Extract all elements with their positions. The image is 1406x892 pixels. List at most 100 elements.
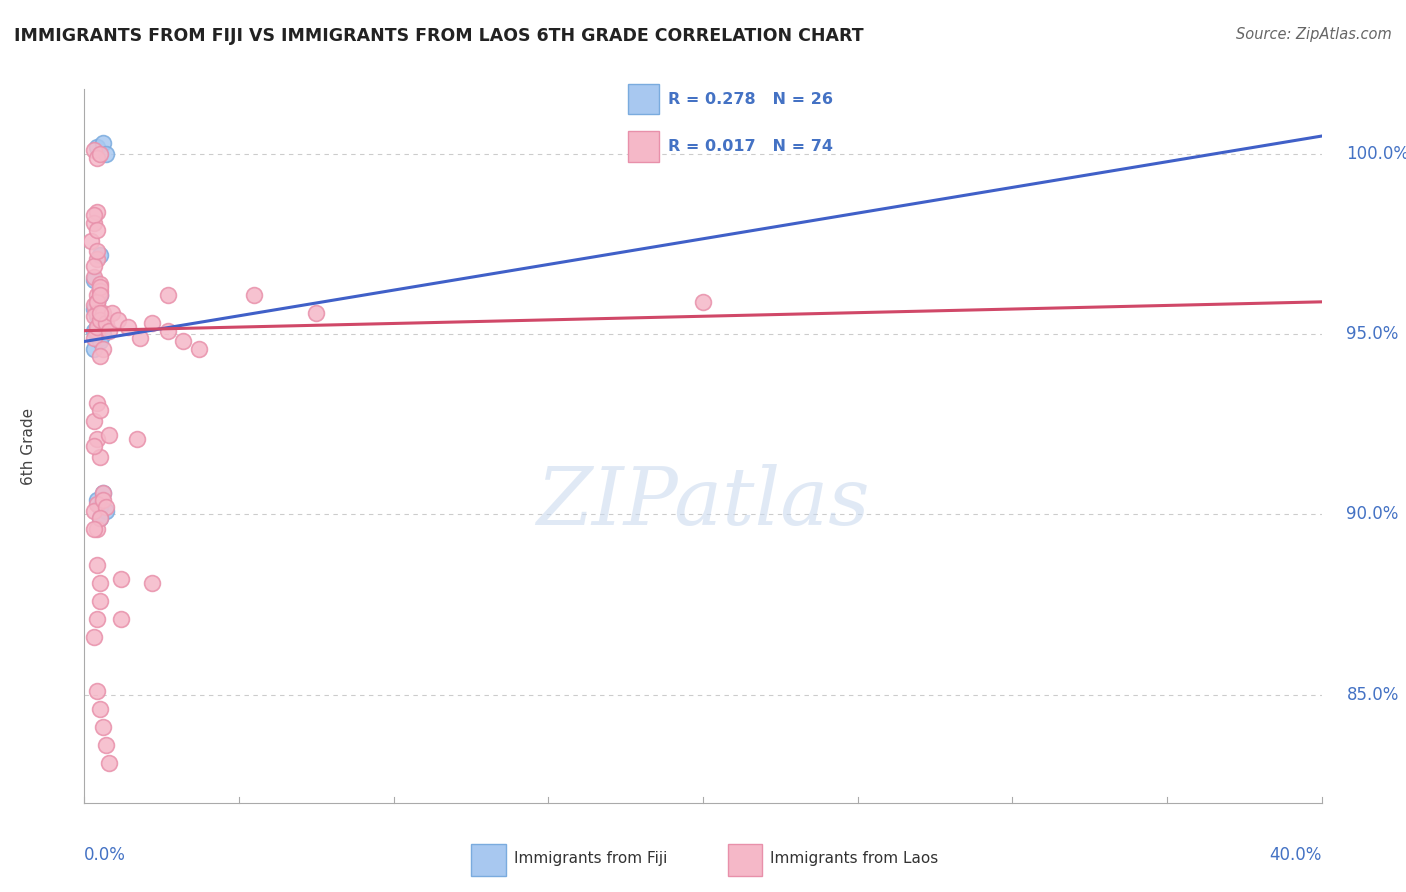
Point bbox=[83, 439, 105, 453]
Point bbox=[86, 306, 108, 320]
Point bbox=[89, 511, 111, 525]
Point bbox=[91, 486, 114, 500]
Point bbox=[86, 223, 108, 237]
Point bbox=[83, 273, 105, 287]
Point bbox=[79, 234, 101, 248]
Point bbox=[89, 277, 111, 291]
Point bbox=[86, 140, 108, 154]
Point bbox=[83, 208, 105, 222]
Point bbox=[98, 756, 121, 771]
FancyBboxPatch shape bbox=[628, 84, 659, 114]
Point bbox=[86, 327, 108, 342]
Point bbox=[243, 287, 266, 301]
Point bbox=[86, 612, 108, 626]
Point bbox=[89, 450, 111, 464]
Point bbox=[141, 317, 163, 331]
Point bbox=[94, 738, 117, 752]
Text: Source: ZipAtlas.com: Source: ZipAtlas.com bbox=[1236, 27, 1392, 42]
Point bbox=[94, 317, 117, 331]
Point bbox=[86, 432, 108, 446]
Point bbox=[86, 497, 108, 511]
Text: 90.0%: 90.0% bbox=[1347, 506, 1399, 524]
Point bbox=[110, 612, 132, 626]
Point bbox=[83, 301, 105, 316]
Point bbox=[89, 511, 111, 525]
Point bbox=[86, 320, 108, 334]
Point bbox=[91, 136, 114, 151]
FancyBboxPatch shape bbox=[728, 844, 762, 876]
Point bbox=[89, 317, 111, 331]
Point bbox=[83, 414, 105, 428]
Text: 6th Grade: 6th Grade bbox=[21, 408, 37, 484]
Point bbox=[89, 284, 111, 298]
Point bbox=[89, 403, 111, 417]
Point bbox=[156, 324, 179, 338]
Point bbox=[86, 244, 108, 259]
Point bbox=[86, 324, 108, 338]
Point bbox=[141, 576, 163, 591]
Point bbox=[86, 324, 108, 338]
Point bbox=[89, 500, 111, 515]
Text: 95.0%: 95.0% bbox=[1347, 326, 1399, 343]
Point bbox=[89, 147, 111, 161]
Point bbox=[89, 702, 111, 716]
Point bbox=[86, 320, 108, 334]
Point bbox=[89, 248, 111, 262]
Text: ZIPatlas: ZIPatlas bbox=[536, 465, 870, 541]
Point bbox=[89, 317, 111, 331]
Point bbox=[86, 204, 108, 219]
Text: IMMIGRANTS FROM FIJI VS IMMIGRANTS FROM LAOS 6TH GRADE CORRELATION CHART: IMMIGRANTS FROM FIJI VS IMMIGRANTS FROM … bbox=[14, 27, 863, 45]
Point bbox=[86, 493, 108, 508]
Point bbox=[83, 331, 105, 345]
Point bbox=[98, 324, 121, 338]
Point bbox=[83, 310, 105, 324]
Text: Immigrants from Laos: Immigrants from Laos bbox=[770, 851, 939, 866]
Point bbox=[94, 147, 117, 161]
Point bbox=[83, 269, 105, 284]
Point bbox=[94, 504, 117, 518]
Point bbox=[305, 306, 328, 320]
Point bbox=[91, 493, 114, 508]
Point bbox=[83, 144, 105, 158]
Point bbox=[89, 331, 111, 345]
Point bbox=[86, 396, 108, 410]
Point bbox=[107, 313, 129, 327]
Point bbox=[91, 486, 114, 500]
Point bbox=[89, 576, 111, 591]
Point bbox=[129, 331, 152, 345]
Point bbox=[89, 280, 111, 294]
Point bbox=[89, 349, 111, 363]
Point bbox=[89, 287, 111, 301]
Point bbox=[86, 294, 108, 309]
Point bbox=[94, 500, 117, 515]
Point bbox=[86, 252, 108, 266]
Point bbox=[98, 428, 121, 442]
Point bbox=[101, 306, 124, 320]
FancyBboxPatch shape bbox=[471, 844, 506, 876]
Point bbox=[83, 342, 105, 356]
Point bbox=[83, 630, 105, 644]
Text: Immigrants from Fiji: Immigrants from Fiji bbox=[515, 851, 668, 866]
Point bbox=[89, 334, 111, 349]
Point bbox=[692, 294, 714, 309]
Point bbox=[91, 306, 114, 320]
Point bbox=[86, 306, 108, 320]
Point bbox=[172, 334, 194, 349]
Text: 0.0%: 0.0% bbox=[84, 846, 127, 864]
Point bbox=[86, 287, 108, 301]
Point bbox=[83, 298, 105, 312]
Point bbox=[117, 320, 139, 334]
Point bbox=[91, 342, 114, 356]
Point bbox=[89, 313, 111, 327]
Point bbox=[89, 594, 111, 608]
Point bbox=[86, 522, 108, 536]
Point bbox=[125, 432, 148, 446]
Point bbox=[89, 287, 111, 301]
Point bbox=[83, 259, 105, 273]
Point bbox=[86, 151, 108, 165]
Point bbox=[86, 294, 108, 309]
Point bbox=[91, 720, 114, 734]
Point bbox=[156, 287, 179, 301]
Text: 100.0%: 100.0% bbox=[1347, 145, 1406, 163]
Point bbox=[187, 342, 209, 356]
